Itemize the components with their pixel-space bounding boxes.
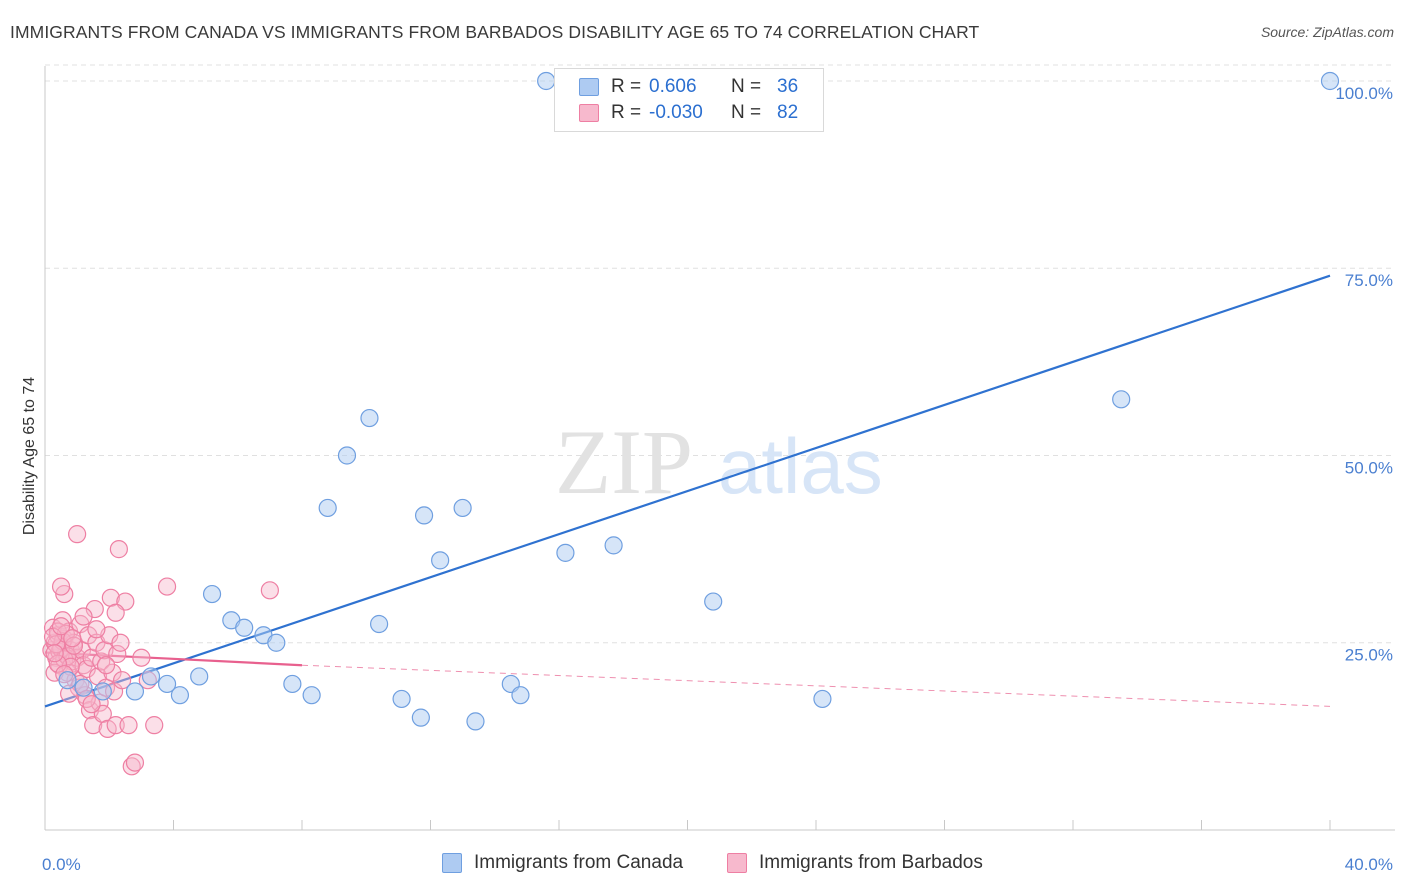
canada-point	[537, 71, 556, 91]
legend-swatch-canada	[579, 78, 599, 96]
canada-point	[1320, 71, 1340, 91]
barbados-point	[103, 663, 122, 682]
canada-point	[604, 536, 623, 555]
canada-point	[302, 686, 321, 705]
barbados-point	[51, 617, 71, 636]
barbados-point	[109, 540, 128, 559]
trend-line-canada	[44, 274, 1331, 708]
canada-point	[125, 682, 145, 701]
barbados-point	[106, 716, 125, 735]
legend-row-barbados: R = -0.030 N = 82	[579, 101, 798, 125]
barbados-point	[106, 603, 125, 622]
chart-title: IMMIGRANTS FROM CANADA VS IMMIGRANTS FRO…	[10, 22, 980, 42]
canada-point	[283, 674, 302, 694]
legend-row-canada: R = 0.606 N = 36	[579, 75, 798, 99]
canada-point	[466, 712, 485, 731]
y-tick-label: 25.0%	[1345, 646, 1393, 665]
legend-n-label: N =	[731, 76, 762, 97]
axes	[44, 66, 1395, 831]
barbados-point	[96, 656, 116, 675]
barbados-point	[87, 620, 106, 639]
barbados-point	[63, 629, 82, 648]
source-note: Source: ZipAtlas.com	[1260, 24, 1394, 40]
canada-point	[431, 551, 450, 570]
barbados-point	[111, 633, 130, 652]
canada-point	[267, 633, 286, 652]
barbados-point	[157, 577, 177, 596]
legend-r-value: 0.606	[649, 76, 697, 97]
barbados-point	[82, 695, 101, 714]
barbados-point	[112, 671, 132, 690]
trend-line-barbados	[44, 651, 303, 667]
legend-n-label: N =	[731, 102, 762, 123]
canada-points	[58, 71, 1340, 731]
barbados-point	[119, 716, 138, 735]
legend-swatch-canada	[442, 853, 462, 873]
legend-r-label: R =	[611, 102, 642, 123]
legend-swatch-barbados	[579, 104, 599, 122]
x-tick-label-min: 0.0%	[42, 855, 81, 874]
watermark-atlas: atlas	[718, 422, 883, 510]
barbados-point	[108, 644, 127, 664]
canada-point	[370, 614, 389, 634]
legend-label-barbados: Immigrants from Barbados	[759, 852, 983, 873]
legend-r-label: R =	[611, 76, 642, 97]
stats-legend: R = 0.606 N = 36 R = -0.030 N = 82	[554, 68, 824, 132]
legend-item-canada: Immigrants from Canada	[442, 852, 683, 874]
barbados-point	[53, 611, 72, 630]
canada-point	[170, 686, 190, 705]
canada-point	[360, 408, 379, 428]
canada-point	[411, 708, 430, 727]
legend-label-canada: Immigrants from Canada	[474, 852, 684, 873]
canada-point	[157, 674, 177, 694]
legend-item-barbados: Immigrants from Barbados	[727, 852, 983, 874]
barbados-point	[74, 607, 93, 626]
trend-lines	[44, 274, 1331, 708]
barbados-point	[68, 525, 87, 544]
barbados-point	[132, 648, 151, 667]
barbados-point	[260, 581, 279, 600]
canada-point	[813, 689, 832, 709]
canada-point	[1112, 390, 1131, 409]
canada-point	[511, 686, 530, 705]
y-tick-label: 75.0%	[1345, 271, 1393, 290]
x-tick-label-max: 40.0%	[1345, 855, 1393, 874]
canada-point	[190, 667, 209, 686]
barbados-points	[42, 525, 279, 776]
legend-r-value: -0.030	[649, 102, 703, 123]
grid-lines	[45, 64, 1395, 644]
barbados-point	[145, 716, 164, 735]
canada-point	[235, 618, 254, 637]
legend-n-value: 36	[777, 76, 799, 97]
barbados-point	[64, 636, 84, 655]
legend-n-value: 82	[777, 102, 799, 123]
canada-point	[453, 498, 472, 518]
canada-point	[556, 543, 575, 562]
y-axis-label: Disability Age 65 to 74	[21, 377, 38, 535]
y-tick-label: 100.0%	[1335, 84, 1393, 103]
barbados-point	[51, 577, 71, 596]
canada-point	[318, 498, 337, 518]
series-legend: Immigrants from Canada Immigrants from B…	[0, 852, 1406, 876]
y-tick-label: 50.0%	[1345, 458, 1393, 477]
canada-point	[337, 446, 357, 465]
canada-point	[392, 689, 411, 709]
canada-point	[58, 671, 77, 690]
barbados-point	[125, 753, 145, 772]
canada-point	[414, 506, 434, 525]
canada-point	[202, 584, 222, 604]
barbados-point	[48, 654, 67, 673]
canada-point	[74, 678, 93, 697]
canada-point	[704, 592, 723, 611]
barbados-point	[45, 644, 64, 663]
tick-labels: 25.0% 50.0% 75.0% 100.0% 0.0% 40.0%	[42, 84, 1393, 874]
legend-swatch-barbados	[727, 853, 747, 873]
watermark-zip: ZIP	[555, 411, 693, 513]
canada-point	[93, 682, 112, 701]
canada-point	[141, 667, 161, 686]
